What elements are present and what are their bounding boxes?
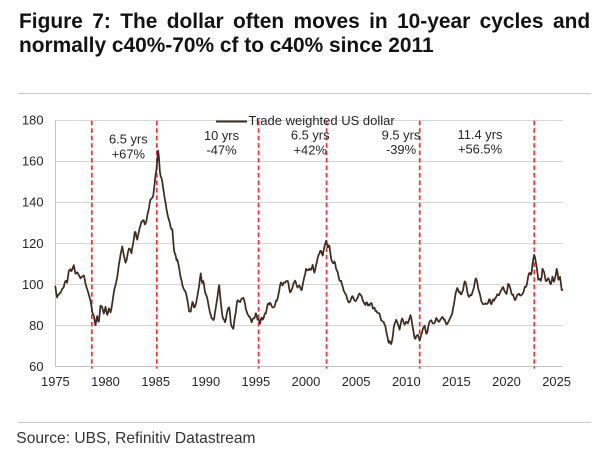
svg-text:11.4 yrs: 11.4 yrs (458, 127, 503, 142)
svg-text:1975: 1975 (41, 374, 70, 389)
svg-text:-39%: -39% (386, 142, 416, 157)
svg-text:140: 140 (22, 195, 44, 210)
svg-text:+56.5%: +56.5% (458, 142, 502, 157)
svg-text:1995: 1995 (242, 374, 271, 389)
svg-text:100: 100 (22, 277, 44, 292)
svg-text:180: 180 (22, 113, 44, 128)
svg-text:-47%: -47% (206, 143, 236, 158)
svg-text:9.5 yrs: 9.5 yrs (382, 127, 421, 142)
svg-text:2020: 2020 (492, 374, 521, 389)
svg-text:80: 80 (29, 318, 43, 333)
svg-text:2025: 2025 (542, 374, 571, 389)
svg-text:10 yrs: 10 yrs (204, 128, 239, 143)
svg-text:2005: 2005 (342, 374, 371, 389)
svg-text:Trade weighted US dollar: Trade weighted US dollar (249, 113, 396, 128)
svg-text:+67%: +67% (112, 147, 145, 162)
svg-text:6.5 yrs: 6.5 yrs (291, 128, 330, 143)
svg-text:2010: 2010 (392, 374, 421, 389)
svg-text:2000: 2000 (292, 374, 321, 389)
svg-text:1985: 1985 (141, 374, 170, 389)
svg-text:+42%: +42% (294, 142, 327, 157)
svg-text:120: 120 (22, 236, 44, 251)
svg-text:6.5 yrs: 6.5 yrs (109, 131, 148, 146)
svg-text:1980: 1980 (91, 374, 120, 389)
svg-text:2015: 2015 (442, 374, 471, 389)
svg-text:1990: 1990 (191, 374, 220, 389)
svg-text:60: 60 (29, 359, 43, 374)
svg-text:160: 160 (22, 154, 44, 169)
